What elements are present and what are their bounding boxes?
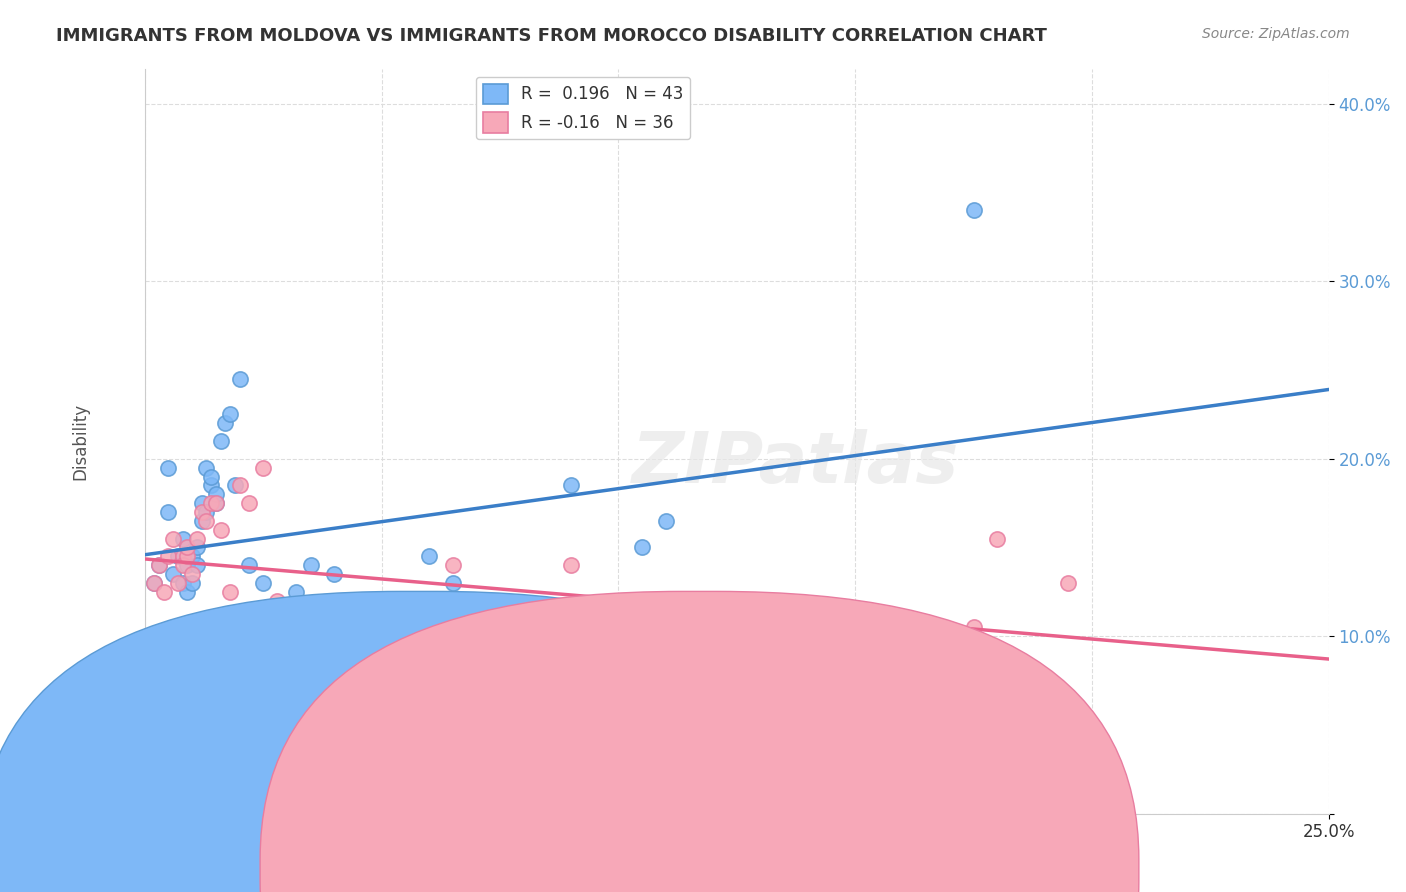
Immigrants from Moldova <box>285 585 308 599</box>
Immigrants from Moldova <box>190 496 212 510</box>
Immigrants from Morocco <box>172 558 194 573</box>
Immigrants from Morocco <box>276 620 298 634</box>
Immigrants from Moldova <box>418 549 440 564</box>
Immigrants from Moldova <box>186 541 208 555</box>
Immigrants from Moldova <box>181 549 204 564</box>
Immigrants from Moldova <box>441 576 464 591</box>
Immigrants from Morocco <box>1057 576 1080 591</box>
Immigrants from Morocco <box>176 549 198 564</box>
Immigrants from Moldova <box>172 576 194 591</box>
Immigrants from Morocco <box>190 505 212 519</box>
Immigrants from Moldova <box>347 673 370 688</box>
Immigrants from Morocco <box>205 496 228 510</box>
Immigrants from Moldova <box>962 203 984 218</box>
Immigrants from Morocco <box>323 602 346 616</box>
Immigrants from Moldova <box>228 372 250 386</box>
Immigrants from Moldova <box>252 576 274 591</box>
Immigrants from Moldova <box>167 549 190 564</box>
Immigrants from Moldova <box>148 558 170 573</box>
Immigrants from Morocco <box>512 718 534 732</box>
Immigrants from Moldova <box>200 478 222 492</box>
Text: Immigrants from Moldova: Immigrants from Moldova <box>427 852 641 870</box>
Immigrants from Morocco <box>252 460 274 475</box>
Text: ZIPatlas: ZIPatlas <box>633 429 960 498</box>
Immigrants from Morocco <box>167 576 190 591</box>
Immigrants from Morocco <box>238 496 260 510</box>
Immigrants from Morocco <box>157 549 180 564</box>
Immigrants from Moldova <box>195 505 218 519</box>
Immigrants from Morocco <box>219 585 242 599</box>
Text: Immigrants from Morocco: Immigrants from Morocco <box>695 852 908 870</box>
Immigrants from Morocco <box>200 496 222 510</box>
Immigrants from Morocco <box>607 602 630 616</box>
Immigrants from Moldova <box>181 576 204 591</box>
Immigrants from Morocco <box>195 514 218 528</box>
Immigrants from Morocco <box>209 523 232 537</box>
Immigrants from Moldova <box>238 558 260 573</box>
Immigrants from Moldova <box>262 656 284 670</box>
Immigrants from Morocco <box>176 541 198 555</box>
Immigrants from Moldova <box>157 460 180 475</box>
Immigrants from Moldova <box>172 532 194 546</box>
Immigrants from Morocco <box>152 585 174 599</box>
Immigrants from Morocco <box>560 558 582 573</box>
Immigrants from Morocco <box>441 558 464 573</box>
Immigrants from Morocco <box>962 620 984 634</box>
Immigrants from Morocco <box>148 558 170 573</box>
Immigrants from Moldova <box>224 478 246 492</box>
Immigrants from Moldova <box>276 665 298 679</box>
Immigrants from Moldova <box>205 496 228 510</box>
Immigrants from Morocco <box>986 532 1008 546</box>
Immigrants from Moldova <box>323 567 346 582</box>
Immigrants from Moldova <box>143 576 166 591</box>
Immigrants from Moldova <box>176 558 198 573</box>
Immigrants from Moldova <box>219 408 242 422</box>
Immigrants from Morocco <box>266 593 288 607</box>
Immigrants from Moldova <box>176 585 198 599</box>
Immigrants from Moldova <box>560 478 582 492</box>
Immigrants from Moldova <box>631 541 654 555</box>
Immigrants from Morocco <box>181 567 204 582</box>
Y-axis label: Disability: Disability <box>72 402 89 480</box>
Immigrants from Morocco <box>702 656 724 670</box>
Immigrants from Morocco <box>228 478 250 492</box>
Immigrants from Moldova <box>157 505 180 519</box>
Immigrants from Morocco <box>465 700 488 714</box>
Immigrants from Morocco <box>162 532 184 546</box>
Immigrants from Moldova <box>195 460 218 475</box>
Immigrants from Morocco <box>370 656 392 670</box>
Immigrants from Morocco <box>347 638 370 652</box>
Immigrants from Moldova <box>214 417 236 431</box>
Immigrants from Moldova <box>190 514 212 528</box>
Immigrants from Moldova <box>655 514 678 528</box>
Text: Source: ZipAtlas.com: Source: ZipAtlas.com <box>1202 27 1350 41</box>
Immigrants from Moldova <box>162 567 184 582</box>
Immigrants from Morocco <box>299 629 322 643</box>
Immigrants from Moldova <box>205 487 228 501</box>
Legend: R =  0.196   N = 43, R = -0.16   N = 36: R = 0.196 N = 43, R = -0.16 N = 36 <box>475 77 690 139</box>
Immigrants from Morocco <box>172 549 194 564</box>
Text: IMMIGRANTS FROM MOLDOVA VS IMMIGRANTS FROM MOROCCO DISABILITY CORRELATION CHART: IMMIGRANTS FROM MOLDOVA VS IMMIGRANTS FR… <box>56 27 1047 45</box>
Immigrants from Moldova <box>299 558 322 573</box>
Immigrants from Morocco <box>143 576 166 591</box>
Immigrants from Morocco <box>186 532 208 546</box>
Immigrants from Moldova <box>266 656 288 670</box>
Immigrants from Moldova <box>209 434 232 448</box>
Immigrants from Moldova <box>200 469 222 483</box>
Immigrants from Moldova <box>186 558 208 573</box>
Immigrants from Moldova <box>536 647 558 661</box>
